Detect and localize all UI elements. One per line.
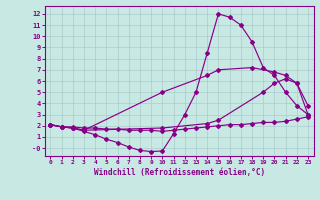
X-axis label: Windchill (Refroidissement éolien,°C): Windchill (Refroidissement éolien,°C) bbox=[94, 168, 265, 177]
